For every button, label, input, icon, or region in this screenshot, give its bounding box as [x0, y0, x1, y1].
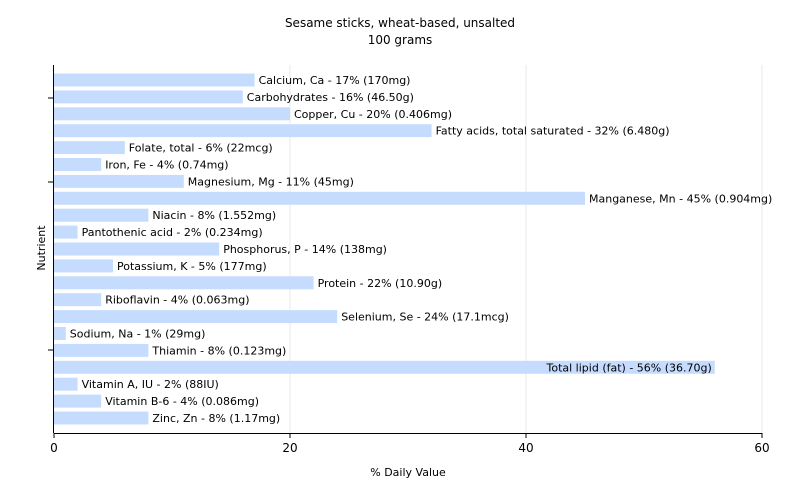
x-tick-label: 60: [754, 441, 769, 455]
bar-label: Iron, Fe - 4% (0.74mg): [105, 159, 228, 172]
bar: [54, 360, 715, 374]
bar-label: Potassium, K - 5% (177mg): [117, 260, 267, 273]
bar: [54, 107, 290, 121]
bars: Calcium, Ca - 17% (170mg) Carbohydrates -…: [54, 73, 772, 425]
bar-label: Protein - 22% (10.90g): [318, 277, 443, 290]
bar: [54, 276, 314, 290]
bar: [54, 174, 184, 188]
x-tick-label: 40: [518, 441, 533, 455]
bar-label: Vitamin A, IU - 2% (88IU): [82, 378, 219, 391]
bar-label: Fatty acids, total saturated - 32% (6.48…: [436, 125, 670, 138]
bar: [54, 327, 66, 340]
bar: [54, 242, 220, 256]
bar: [54, 141, 125, 155]
bar: [54, 259, 113, 273]
bar: [54, 73, 255, 87]
bar: [54, 191, 585, 205]
bar-label: Magnesium, Mg - 11% (45mg): [188, 175, 354, 188]
bar: [54, 158, 102, 171]
bar: [54, 208, 149, 222]
bar-label: Selenium, Se - 24% (17.1mcg): [341, 311, 509, 324]
bar-label: Phosphorus, P - 14% (138mg): [223, 243, 387, 256]
x-tick-label: 20: [282, 441, 297, 455]
bar: [54, 411, 149, 425]
bar: [54, 293, 102, 307]
bar-label: Carbohydrates - 16% (46.50g): [247, 91, 414, 104]
bar: [54, 225, 78, 239]
x-tick-label: 0: [50, 441, 58, 455]
x-axis-title: % Daily Value: [370, 466, 446, 479]
bar: [54, 343, 149, 357]
bar: [54, 310, 338, 324]
bar: [54, 394, 102, 408]
x-ticks: 0 20 40 60: [50, 433, 770, 455]
bar-label: Niacin - 8% (1.552mg): [152, 209, 276, 222]
bar-label: Thiamin - 8% (0.123mg): [151, 344, 286, 357]
axes: [48, 65, 762, 434]
bar: [54, 124, 432, 138]
bar-label: Riboflavin - 4% (0.063mg): [105, 294, 249, 307]
bar-label: Folate, total - 6% (22mcg): [129, 142, 273, 155]
bar-label: Total lipid (fat) - 56% (36.70g): [546, 361, 712, 374]
y-axis-title: Nutrient: [35, 225, 48, 271]
bar-label: Sodium, Na - 1% (29mg): [70, 328, 206, 341]
bar-label: Copper, Cu - 20% (0.406mg): [294, 108, 452, 121]
bar: [54, 90, 243, 104]
bar-label: Vitamin B-6 - 4% (0.086mg): [105, 395, 259, 408]
chart-title: Sesame sticks, wheat-based, unsalted: [285, 16, 515, 30]
bar-label: Zinc, Zn - 8% (1.17mg): [152, 412, 280, 425]
bar-label: Manganese, Mn - 45% (0.904mg): [589, 192, 772, 205]
bar-label: Pantothenic acid - 2% (0.234mg): [82, 226, 263, 239]
bar-label: Calcium, Ca - 17% (170mg): [259, 74, 411, 87]
bar: [54, 377, 78, 391]
chart-subtitle: 100 grams: [368, 33, 433, 47]
